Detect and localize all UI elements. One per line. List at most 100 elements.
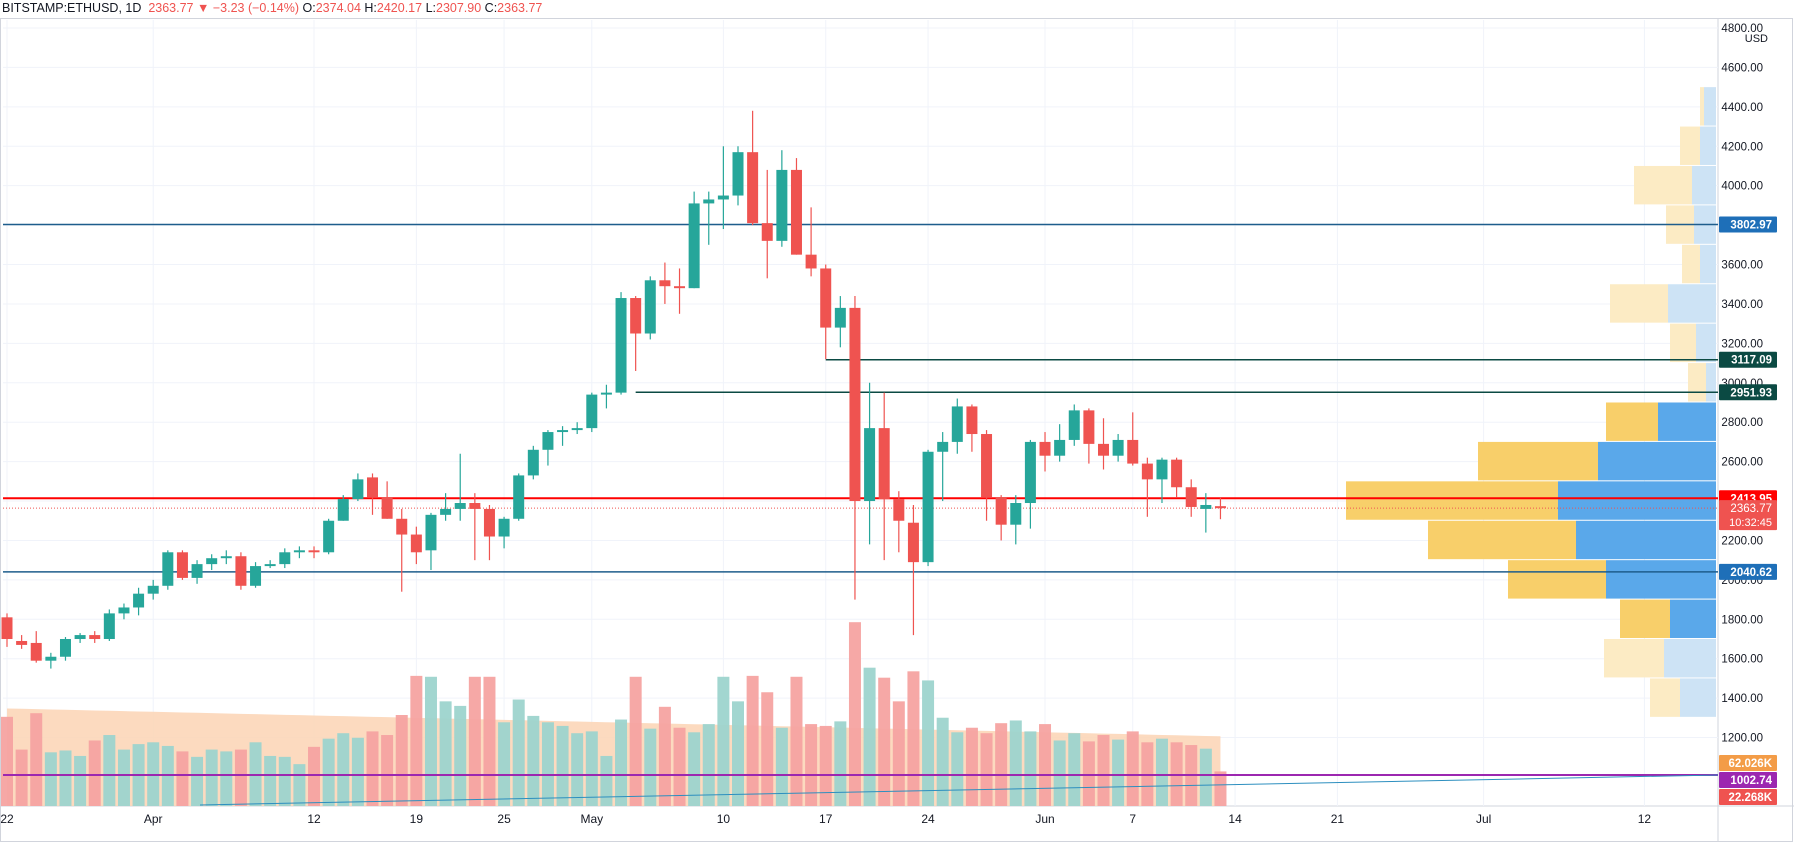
volume-bar bbox=[1, 716, 13, 806]
vp-up-bar bbox=[1700, 126, 1716, 165]
candle-body bbox=[703, 199, 715, 204]
svg-text:1002.74: 1002.74 bbox=[1730, 775, 1772, 787]
volume-bar bbox=[103, 735, 116, 806]
candle-body bbox=[352, 479, 364, 500]
volume-bar bbox=[1112, 739, 1125, 806]
candle-body bbox=[542, 432, 554, 450]
volume-bar bbox=[15, 749, 28, 806]
grid bbox=[3, 20, 1718, 806]
volume-bar bbox=[834, 721, 847, 806]
candle-body bbox=[440, 508, 452, 515]
price-tick-label: 3400.00 bbox=[1721, 299, 1763, 311]
volume-bar bbox=[234, 749, 247, 806]
volume-bar bbox=[483, 676, 496, 806]
volume-bar bbox=[571, 733, 584, 806]
high-label: H: bbox=[364, 1, 377, 15]
vp-down-bar bbox=[1634, 165, 1692, 205]
candle-body bbox=[425, 514, 437, 551]
price-change: −3.23 (−0.14%) bbox=[212, 1, 300, 15]
vp-up-bar bbox=[1696, 323, 1716, 363]
candle-body bbox=[74, 635, 86, 640]
svg-text:3117.09: 3117.09 bbox=[1731, 355, 1772, 367]
candle-body bbox=[937, 441, 949, 452]
volume-bar bbox=[176, 751, 189, 806]
time-tick-label: 7 bbox=[1129, 812, 1136, 826]
svg-text:2951.93: 2951.93 bbox=[1730, 387, 1772, 399]
candle-body bbox=[688, 203, 700, 289]
volume-profile bbox=[1346, 87, 1716, 717]
vp-down-bar bbox=[1428, 520, 1576, 560]
volume-bar bbox=[936, 717, 949, 806]
candle-body bbox=[483, 508, 495, 537]
price-tick-label: 2600.00 bbox=[1721, 457, 1763, 469]
vp-down-bar bbox=[1688, 363, 1706, 402]
vp-down-bar bbox=[1650, 678, 1680, 717]
volume-bar bbox=[220, 751, 233, 806]
volume-bar bbox=[848, 622, 861, 806]
price-tick-label: 1600.00 bbox=[1721, 654, 1763, 666]
countdown-value: 10:32:45 bbox=[1729, 517, 1772, 529]
candle-body bbox=[118, 607, 130, 614]
vp-down-bar bbox=[1682, 244, 1700, 284]
time-tick-label: Jul bbox=[1476, 812, 1491, 826]
vp-up-bar bbox=[1576, 520, 1716, 560]
volume-bar bbox=[1155, 738, 1168, 806]
trend-line bbox=[199, 774, 1719, 806]
time-tick-label: 14 bbox=[1228, 812, 1242, 826]
volume-bar bbox=[88, 740, 101, 806]
volume-bar bbox=[191, 756, 204, 806]
vp-down-bar bbox=[1508, 560, 1606, 599]
volume-bar bbox=[395, 715, 408, 806]
candle-body bbox=[396, 518, 408, 535]
volume-bar bbox=[74, 755, 87, 806]
volume-bar bbox=[644, 728, 657, 806]
candle-body bbox=[586, 394, 598, 429]
candle-body bbox=[557, 430, 569, 433]
candle-body bbox=[674, 286, 686, 289]
vp-down-bar bbox=[1606, 402, 1658, 441]
vp-up-bar bbox=[1558, 481, 1716, 520]
volume-bar bbox=[922, 680, 935, 806]
volume-bar bbox=[629, 676, 642, 806]
price-tick-label: 4000.00 bbox=[1721, 181, 1763, 193]
candle-body bbox=[454, 503, 466, 509]
volume-bar bbox=[615, 719, 628, 806]
volume-bar bbox=[805, 724, 818, 806]
price-axis: 4800.004600.004400.004200.004000.003800.… bbox=[1719, 23, 1777, 805]
time-tick-label: 10 bbox=[717, 812, 731, 826]
volume-bar bbox=[761, 692, 774, 806]
volume-bar bbox=[293, 764, 306, 806]
vp-up-bar bbox=[1692, 165, 1716, 205]
time-axis: 22 Apr 12 19 25 May 10 17 24 Jun 7 14 21 Jul 12 bbox=[0, 812, 1651, 826]
candle-body bbox=[864, 428, 876, 502]
current-price-value: 2363.77 bbox=[1730, 503, 1772, 515]
price-tick-label: 1200.00 bbox=[1721, 733, 1763, 745]
down-arrow-icon: ▼ bbox=[197, 1, 210, 15]
candle-body bbox=[1024, 441, 1036, 504]
volume-bar bbox=[980, 733, 993, 806]
candle-body bbox=[849, 307, 861, 502]
time-tick-label: 19 bbox=[410, 812, 424, 826]
svg-text:62.026K: 62.026K bbox=[1729, 758, 1773, 770]
volume-bar bbox=[468, 676, 481, 806]
svg-text:3802.97: 3802.97 bbox=[1730, 220, 1772, 232]
candle-body bbox=[293, 550, 305, 553]
candle-body bbox=[469, 503, 481, 509]
close-label: C: bbox=[484, 1, 498, 15]
candle-body bbox=[308, 550, 320, 553]
volume-bar bbox=[688, 732, 701, 806]
candle-body bbox=[250, 566, 262, 586]
candle-body bbox=[907, 522, 919, 563]
price-tick-label: 3600.00 bbox=[1721, 260, 1763, 272]
candle-body bbox=[805, 254, 817, 269]
candle-body bbox=[981, 434, 993, 498]
time-tick-label: 25 bbox=[497, 812, 511, 826]
symbol-legend[interactable]: BITSTAMP:ETHUSD, 1D 2363.77 ▼ −3.23 (−0.… bbox=[2, 1, 542, 15]
symbol-name[interactable]: BITSTAMP:ETHUSD, 1D bbox=[2, 1, 142, 15]
volume-bar bbox=[308, 746, 321, 806]
price-tick-label: 4600.00 bbox=[1721, 62, 1763, 74]
volume-bar bbox=[424, 676, 437, 806]
volume-pane bbox=[1, 622, 1719, 806]
time-tick-label: May bbox=[580, 812, 603, 826]
